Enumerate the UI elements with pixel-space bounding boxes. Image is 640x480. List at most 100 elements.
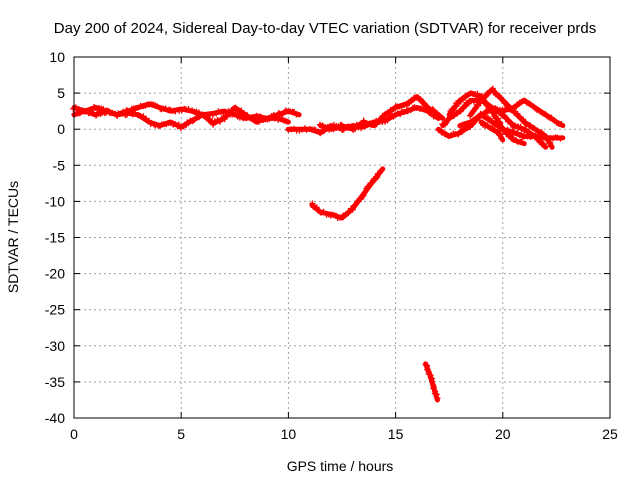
data-point (430, 107, 437, 114)
data-point (285, 127, 292, 134)
data-point (531, 125, 538, 132)
data-point (217, 118, 224, 125)
x-tick-label: 0 (70, 426, 78, 442)
x-axis-label: GPS time / hours (287, 458, 394, 474)
data-point (162, 105, 169, 112)
x-tick-label: 15 (388, 426, 404, 442)
data-point (100, 105, 107, 112)
data-point (283, 118, 290, 125)
data-point (434, 395, 441, 402)
data-point (497, 131, 504, 138)
data-point (558, 121, 565, 128)
data-point (309, 200, 316, 207)
series-track-9 (439, 96, 549, 150)
series-track-2 (71, 103, 302, 132)
data-point (502, 114, 509, 121)
data-point (482, 99, 489, 106)
data-point (507, 104, 514, 111)
series-track-6 (422, 361, 441, 403)
data-point (329, 211, 336, 218)
data-point (456, 129, 463, 136)
data-point (454, 110, 461, 117)
data-point (518, 98, 525, 105)
data-point (453, 109, 460, 116)
series-track-11 (467, 85, 555, 150)
data-point (369, 179, 376, 186)
y-tick-label: -35 (45, 374, 65, 390)
y-tick-label: 10 (49, 49, 65, 65)
y-axis-label: SDTVAR / TECUs (5, 181, 21, 293)
series-group (70, 85, 566, 403)
y-tick-label: -10 (45, 193, 65, 209)
data-point (351, 126, 358, 133)
data-point (548, 114, 555, 121)
data-point (517, 123, 524, 130)
data-point (518, 138, 525, 145)
data-point (303, 126, 310, 133)
x-tick-label: 25 (602, 426, 618, 442)
data-point (210, 121, 217, 128)
data-point (209, 111, 216, 118)
series-track-10 (457, 112, 566, 142)
x-tick-label: 20 (495, 426, 511, 442)
data-point (497, 111, 504, 118)
data-point (489, 85, 496, 92)
data-point (498, 94, 505, 101)
data-point (145, 117, 152, 124)
data-point (427, 374, 434, 381)
y-tick-label: -15 (45, 230, 65, 246)
data-point (438, 128, 445, 135)
data-point (476, 100, 483, 107)
data-point (554, 134, 561, 141)
data-point (526, 101, 533, 108)
data-point (450, 112, 457, 119)
data-point (387, 106, 394, 113)
data-point (547, 143, 554, 150)
y-tick-label: -20 (45, 266, 65, 282)
data-point (386, 109, 393, 116)
data-point (462, 92, 469, 99)
data-point (526, 122, 533, 129)
data-point (361, 189, 368, 196)
data-point (488, 118, 495, 125)
data-point (540, 140, 547, 147)
data-point (226, 110, 233, 117)
axis-ticks: -40 -35 -30 -25 -20 -15 -10 -5 0 5 10 0 5 10 15 20 25 (45, 49, 618, 442)
data-point (557, 135, 564, 142)
data-point (490, 105, 497, 112)
data-point (118, 110, 125, 117)
data-point (507, 119, 514, 126)
data-point (421, 100, 428, 107)
data-point (495, 107, 502, 114)
data-point (185, 106, 192, 113)
data-point (232, 110, 239, 117)
series-track-4 (316, 94, 446, 133)
data-point (203, 113, 210, 120)
series-track-5 (309, 166, 386, 222)
data-point (424, 105, 431, 112)
y-tick-label: 5 (57, 85, 65, 101)
data-point (183, 122, 190, 129)
data-point (443, 117, 450, 124)
data-point (508, 120, 515, 127)
data-point (271, 113, 278, 120)
data-point (349, 206, 356, 213)
data-point (293, 111, 300, 118)
y-tick-label: -5 (53, 157, 66, 173)
data-point (512, 122, 519, 129)
data-point (124, 111, 131, 118)
data-point (351, 202, 358, 209)
y-tick-label: -30 (45, 338, 65, 354)
y-tick-label: -25 (45, 302, 65, 318)
data-point (184, 119, 191, 126)
data-point (317, 130, 324, 137)
data-point (450, 105, 457, 112)
data-point (378, 167, 385, 174)
y-tick-label: 0 (57, 121, 65, 137)
series-track-12 (478, 119, 506, 143)
data-point (472, 105, 479, 112)
data-point (522, 121, 529, 128)
data-point (378, 115, 385, 122)
data-point (501, 107, 508, 114)
